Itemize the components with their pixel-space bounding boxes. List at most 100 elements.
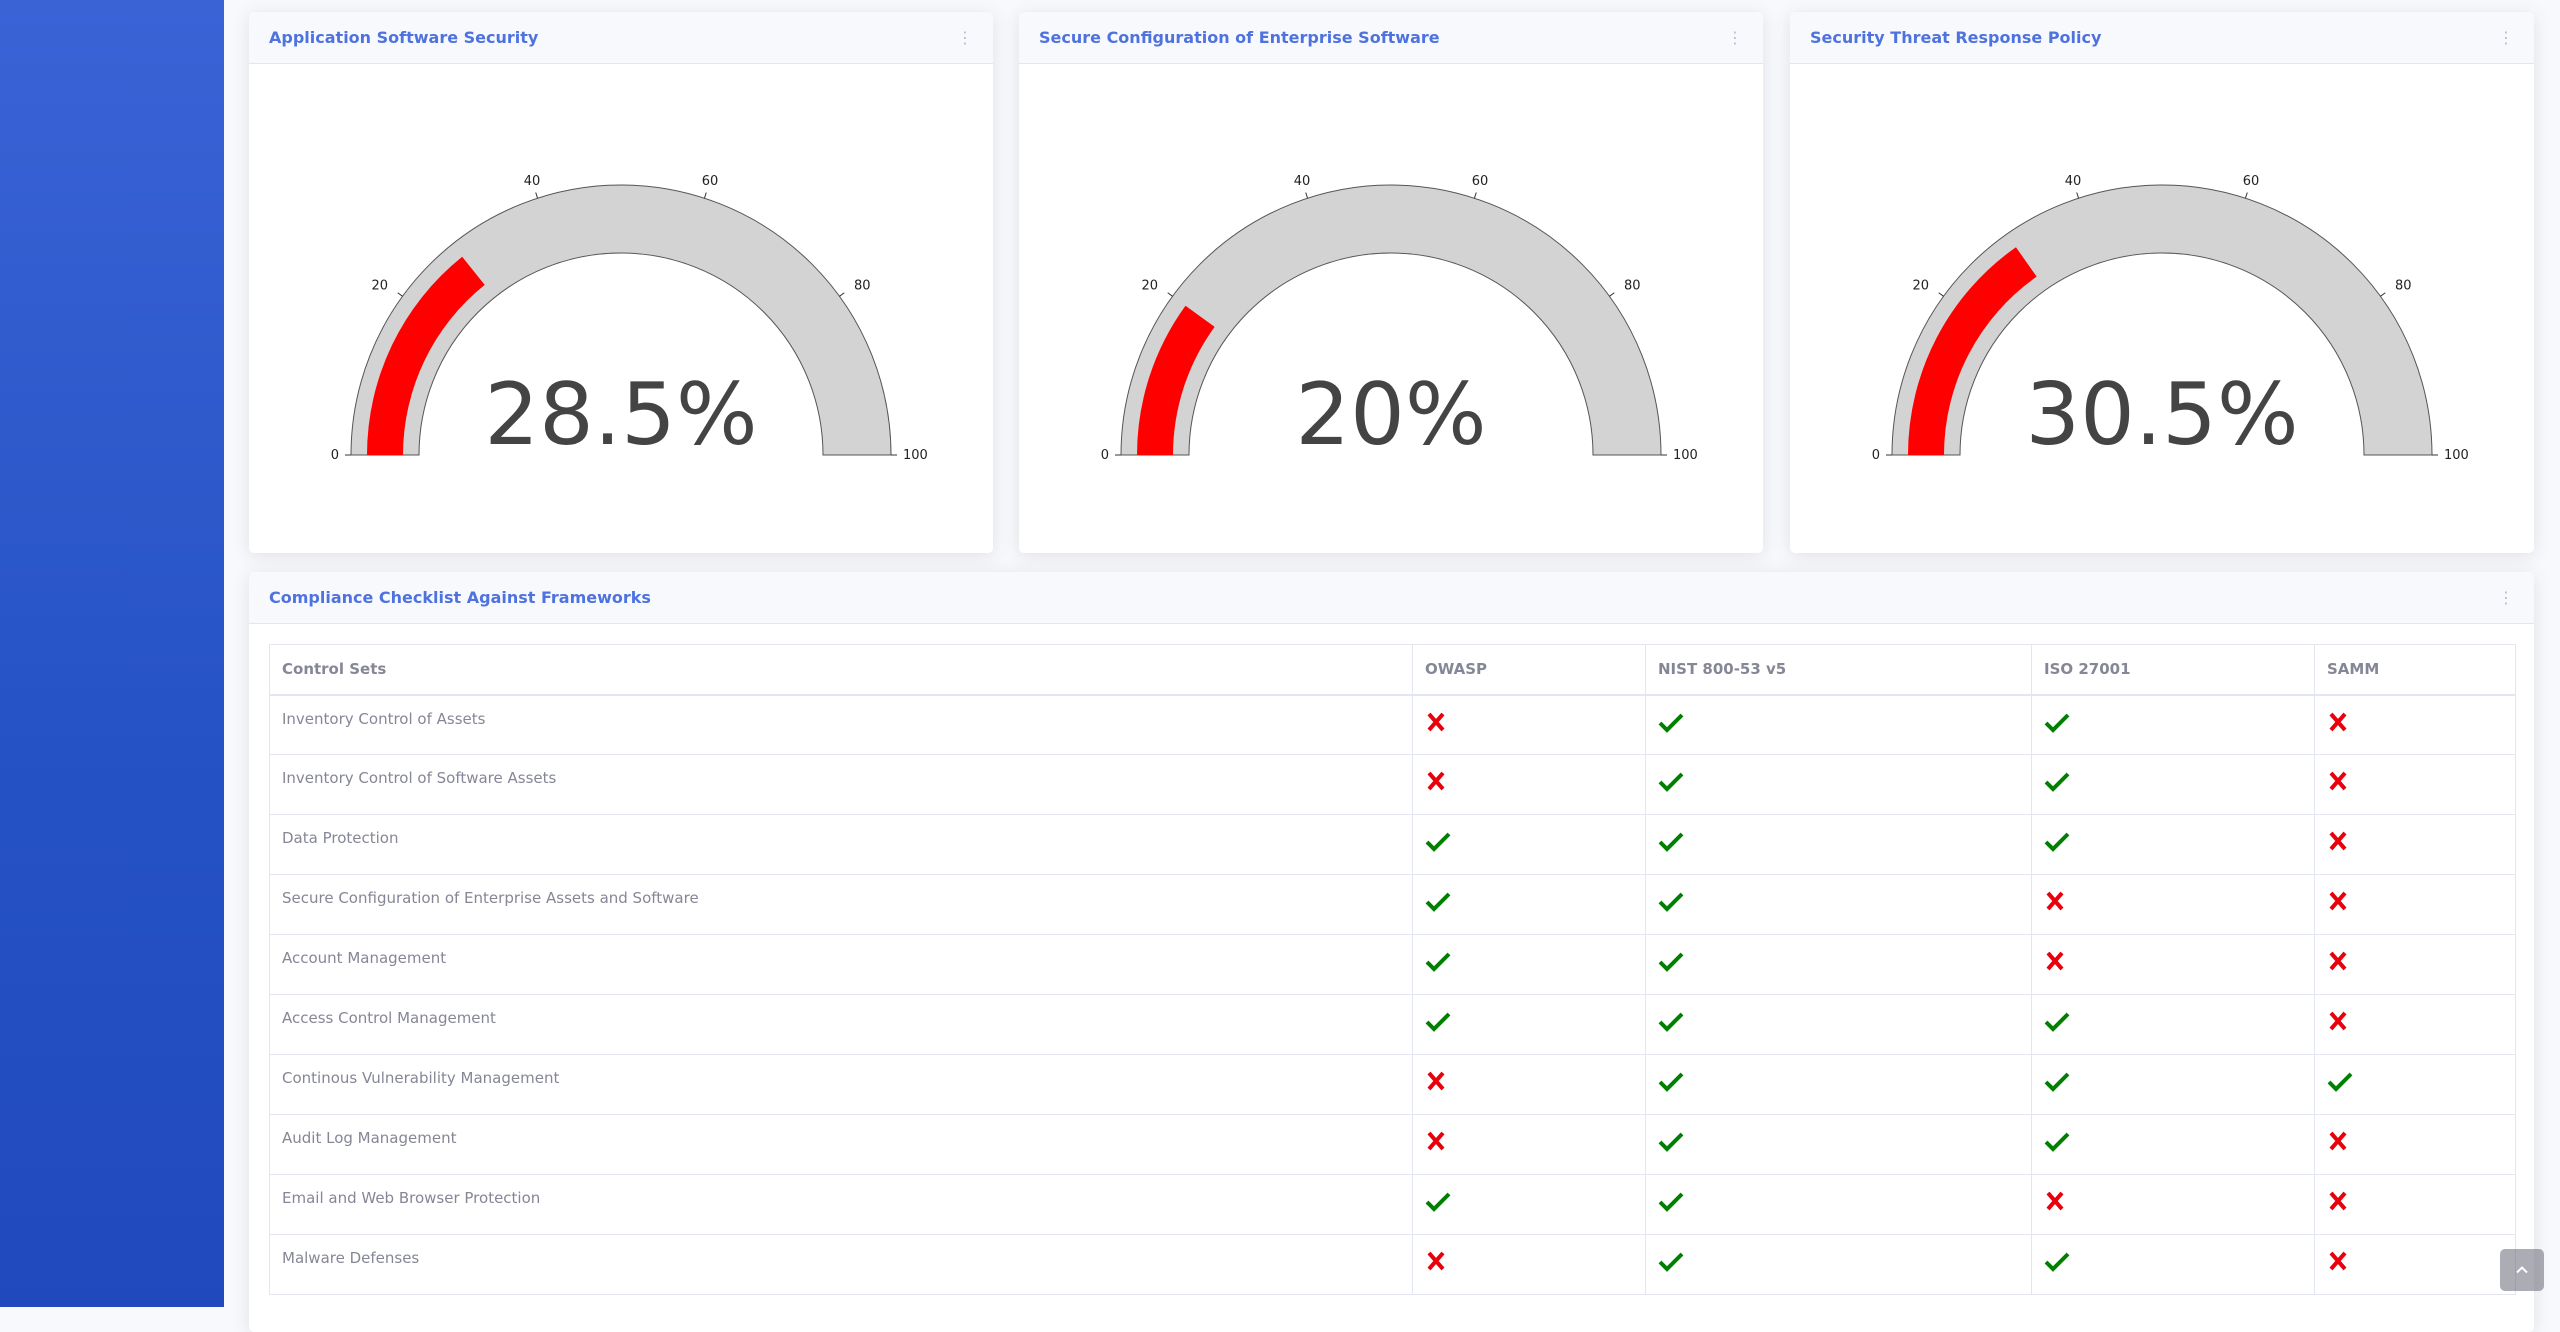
gauge-tick-label: 40	[524, 174, 541, 189]
gauge-tick	[1167, 292, 1173, 297]
check-icon	[2044, 1252, 2070, 1272]
check-icon	[1658, 892, 1684, 912]
gauge-tick	[397, 292, 403, 297]
compliance-cell	[1645, 934, 2032, 995]
check-icon	[1658, 832, 1684, 852]
column-header-samm: SAMM	[2314, 644, 2516, 696]
gauge-chart: 0 20 40 60 80 100 30.5%	[1872, 174, 2469, 465]
check-icon	[2044, 1132, 2070, 1152]
control-set-name: Email and Web Browser Protection	[269, 1174, 1413, 1235]
table-row: Malware Defenses	[269, 1234, 2516, 1295]
compliance-cell	[1645, 874, 2032, 935]
gauge-chart: 0 20 40 60 80 100 20%	[1101, 174, 1698, 465]
gauge-value-label: 20%	[1295, 365, 1486, 465]
gauge-tick-label: 0	[1872, 448, 1880, 463]
compliance-cell	[2031, 934, 2315, 995]
cross-icon	[2329, 951, 2347, 971]
check-icon	[1658, 1192, 1684, 1212]
compliance-cell	[1645, 994, 2032, 1055]
compliance-cell	[1645, 814, 2032, 875]
gauge-card-security-threat-response: Security Threat Response Policy ⋮ 0 20 40 6…	[1790, 12, 2534, 553]
cross-icon	[2329, 1011, 2347, 1031]
control-set-name: Inventory Control of Assets	[269, 694, 1413, 755]
gauge-tick	[1473, 192, 1477, 199]
gauge-tick	[1609, 292, 1615, 297]
column-header-nist: NIST 800-53 v5	[1645, 644, 2032, 696]
cross-icon	[2329, 831, 2347, 851]
cross-icon	[2329, 771, 2347, 791]
check-icon	[1658, 772, 1684, 792]
gauge-tick-label: 100	[903, 448, 928, 463]
vertical-ellipsis-icon[interactable]: ⋮	[957, 27, 973, 47]
cross-icon	[2329, 1251, 2347, 1271]
gauge-tick	[2076, 192, 2080, 199]
cross-icon	[2329, 1131, 2347, 1151]
gauge-tick-label: 80	[1624, 279, 1641, 294]
compliance-cell	[1412, 1054, 1646, 1115]
cross-icon	[2046, 891, 2064, 911]
cross-icon	[1427, 1251, 1445, 1271]
compliance-cell	[1412, 1114, 1646, 1175]
gauge-card-secure-configuration: Secure Configuration of Enterprise Softw…	[1019, 12, 1763, 553]
compliance-cell	[2314, 1234, 2516, 1295]
check-icon	[1658, 713, 1684, 733]
table-row: Inventory Control of Software Assets	[269, 754, 2516, 815]
compliance-cell	[1412, 994, 1646, 1055]
column-header-owasp: OWASP	[1412, 644, 1646, 696]
gauge-chart: 0 20 40 60 80 100 28.5%	[331, 174, 928, 465]
compliance-table-wrapper: Control Sets OWASP NIST 800-53 v5 ISO 27…	[269, 644, 2516, 1295]
gauge-tick-label: 40	[1294, 174, 1311, 189]
gauge-tick	[2380, 292, 2386, 297]
check-icon	[1658, 1132, 1684, 1152]
check-icon	[1425, 952, 1451, 972]
gauge-tick	[1305, 192, 1309, 199]
vertical-ellipsis-icon[interactable]: ⋮	[1727, 27, 1743, 47]
check-icon	[2044, 772, 2070, 792]
compliance-cell	[2314, 1054, 2516, 1115]
gauge-track	[1120, 184, 1662, 456]
compliance-cell	[2031, 1114, 2315, 1175]
scroll-to-top-button[interactable]	[2500, 1249, 2544, 1291]
gauge-tick-label: 100	[2444, 448, 2469, 463]
gauge-tick	[703, 192, 707, 199]
card-header: Compliance Checklist Against Frameworks …	[249, 572, 2534, 624]
compliance-cell	[1645, 1054, 2032, 1115]
gauge-value-bar	[367, 256, 485, 455]
compliance-cell	[1412, 694, 1646, 755]
compliance-cell	[2031, 874, 2315, 935]
compliance-cell	[2314, 994, 2516, 1055]
card-title: Application Software Security	[269, 28, 539, 47]
check-icon	[2044, 1012, 2070, 1032]
table-row: Audit Log Management	[269, 1114, 2516, 1175]
gauge-tick-label: 0	[331, 448, 339, 463]
gauge-track	[1891, 184, 2433, 456]
check-icon	[1658, 1252, 1684, 1272]
cross-icon	[1427, 712, 1445, 731]
column-header-control-sets: Control Sets	[269, 644, 1413, 696]
gauge-tick	[839, 292, 845, 297]
gauge-tick-label: 60	[2243, 174, 2260, 189]
control-set-name: Account Management	[269, 934, 1413, 995]
card-header: Security Threat Response Policy ⋮	[1790, 12, 2534, 64]
compliance-cell	[1412, 814, 1646, 875]
cross-icon	[2046, 1191, 2064, 1211]
control-set-name: Secure Configuration of Enterprise Asset…	[269, 874, 1413, 935]
table-row: Access Control Management	[269, 994, 2516, 1055]
check-icon	[1425, 1192, 1451, 1212]
compliance-card: Compliance Checklist Against Frameworks …	[249, 572, 2534, 1332]
sidebar	[0, 0, 224, 1307]
table-row: Inventory Control of Assets	[269, 694, 2516, 755]
gauge-tick-label: 20	[371, 279, 388, 294]
compliance-cell	[2314, 1114, 2516, 1175]
table-row: Email and Web Browser Protection	[269, 1174, 2516, 1235]
cross-icon	[2329, 891, 2347, 911]
check-icon	[2044, 832, 2070, 852]
check-icon	[2327, 1072, 2353, 1092]
vertical-ellipsis-icon[interactable]: ⋮	[2498, 587, 2514, 607]
check-icon	[1658, 1012, 1684, 1032]
check-icon	[1658, 952, 1684, 972]
table-row: Continous Vulnerability Management	[269, 1054, 2516, 1115]
vertical-ellipsis-icon[interactable]: ⋮	[2498, 27, 2514, 47]
check-icon	[2044, 1072, 2070, 1092]
gauge-tick-label: 40	[2065, 174, 2082, 189]
